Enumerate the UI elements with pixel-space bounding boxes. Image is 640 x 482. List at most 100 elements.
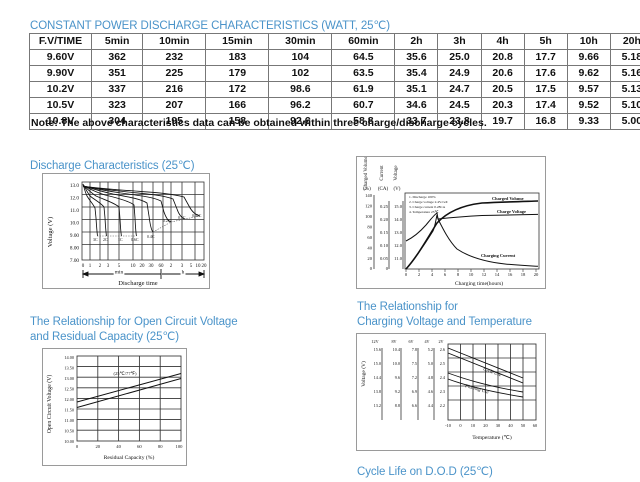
table-cell: 24.7	[437, 81, 482, 98]
svg-text:2.5: 2.5	[440, 361, 445, 366]
svg-text:min: min	[115, 270, 124, 276]
svg-text:15.0: 15.0	[374, 361, 381, 366]
svg-text:40: 40	[116, 444, 121, 449]
svg-text:13.50: 13.50	[64, 366, 74, 371]
svg-text:10.0: 10.0	[70, 221, 79, 227]
table-cell: 102	[268, 65, 333, 82]
table-header-cell: 60min	[331, 33, 396, 50]
svg-text:2.2: 2.2	[440, 403, 445, 408]
svg-text:2V: 2V	[438, 339, 443, 344]
table-header-cell: 20h	[609, 33, 640, 50]
table-note: Note: The above characteristics data can…	[31, 117, 487, 129]
svg-text:11.0: 11.0	[70, 208, 79, 214]
svg-text:20: 20	[367, 256, 372, 261]
table-cell: 225	[142, 65, 207, 82]
table-cell: 17.7	[523, 49, 568, 66]
table-cell: 20.5	[480, 81, 525, 98]
svg-text:2. Charge voltage 2.4V/cell: 2. Charge voltage 2.4V/cell	[409, 200, 448, 204]
svg-text:30: 30	[149, 264, 155, 269]
svg-text:(%): (%)	[363, 187, 371, 192]
svg-text:5: 5	[190, 264, 193, 269]
svg-text:6: 6	[444, 272, 447, 277]
section-title-ocv: The Relationship for Open Circuit Voltag…	[30, 315, 238, 345]
svg-text:12.0: 12.0	[70, 196, 79, 202]
svg-text:50: 50	[521, 423, 526, 428]
svg-text:0.20: 0.20	[380, 217, 389, 222]
svg-text:10.50: 10.50	[64, 429, 74, 434]
table-header-cell: 2h	[394, 33, 439, 50]
table-cell: 195	[142, 113, 207, 130]
table-cell: 207	[142, 97, 207, 114]
svg-text:0: 0	[386, 266, 389, 271]
svg-text:12V: 12V	[371, 339, 378, 344]
table-row: 9.60V 362 232 183 104 64.5 35.6 25.0 20.…	[29, 49, 640, 66]
svg-text:20: 20	[202, 264, 208, 269]
table-cell: 9.90V	[29, 65, 92, 82]
svg-text:13.0: 13.0	[394, 230, 403, 235]
svg-text:6.6: 6.6	[412, 403, 417, 408]
table-cell: 63.5	[331, 65, 396, 82]
svg-text:2: 2	[418, 272, 421, 277]
svg-text:60: 60	[137, 444, 142, 449]
svg-text:7.00: 7.00	[70, 258, 79, 264]
ocv-chart-panel: Open Circuit Voltage (V) 14.00 13.50 13.0…	[42, 348, 187, 466]
svg-text:40: 40	[508, 423, 513, 428]
table-cell: 35.4	[394, 65, 439, 82]
svg-text:11.00: 11.00	[64, 418, 74, 423]
svg-text:Charging time(hours): Charging time(hours)	[455, 280, 503, 287]
svg-text:11.0: 11.0	[394, 256, 403, 261]
svg-text:0: 0	[405, 272, 408, 277]
table-cell: 19.7	[480, 113, 525, 130]
table-cell: 20.8	[480, 49, 525, 66]
svg-text:0: 0	[82, 264, 85, 269]
svg-text:9.00: 9.00	[70, 233, 79, 239]
section-title-charge-temp: The Relationship for Charging Voltage an…	[357, 300, 532, 330]
svg-text:0.6C: 0.6C	[131, 238, 139, 242]
table-cell: 16.8	[523, 113, 568, 130]
svg-text:4V: 4V	[424, 339, 429, 344]
svg-text:1: 1	[89, 264, 92, 269]
svg-text:20: 20	[534, 272, 539, 277]
svg-text:13.2: 13.2	[374, 403, 381, 408]
svg-text:3. Charge current 0.28CA: 3. Charge current 0.28CA	[409, 205, 446, 209]
table-cell: 172	[205, 81, 270, 98]
svg-text:10: 10	[131, 264, 137, 269]
svg-text:0.1C: 0.1C	[178, 216, 186, 220]
discharge-chart-panel: Voltage (V) 13.0 12.0 11.0 10.0 9.00 8.00 7…	[42, 173, 210, 289]
svg-text:Voltage: Voltage	[394, 165, 399, 181]
svg-text:120: 120	[365, 204, 373, 209]
svg-text:20: 20	[140, 264, 146, 269]
table-row: 10.8V 304 195 158 92.6 58.8 33.7 23.8 19…	[29, 113, 640, 130]
table-cell: 10.8V	[29, 113, 92, 130]
svg-text:0.15: 0.15	[380, 230, 389, 235]
svg-text:10.00: 10.00	[64, 439, 74, 444]
table-cell: 17.5	[523, 81, 568, 98]
section-title-cycle-life: Cycle Life on D.O.D (25℃)	[357, 466, 493, 478]
svg-text:2.6: 2.6	[440, 347, 445, 352]
table-cell: 9.57	[566, 81, 611, 98]
page-title: CONSTANT POWER DISCHARGE CHARACTERISTICS…	[30, 20, 390, 32]
table-cell: 17.6	[523, 65, 568, 82]
table-cell: 92.6	[268, 113, 333, 130]
table-cell: 9.66	[566, 49, 611, 66]
table-cell: 304	[90, 113, 144, 130]
svg-text:3: 3	[181, 264, 184, 269]
svg-text:8V: 8V	[391, 339, 396, 344]
section-title-charge-temp-line1: The Relationship for	[357, 301, 458, 313]
svg-text:12.00: 12.00	[64, 397, 74, 402]
table-row: 10.2V 337 216 172 98.6 61.9 35.1 24.7 20…	[29, 81, 640, 98]
svg-text:14.4: 14.4	[374, 375, 382, 380]
table-cell: 5.18	[609, 49, 640, 66]
table-cell: 98.6	[268, 81, 333, 98]
table-cell: 24.5	[437, 97, 482, 114]
svg-text:15.0: 15.0	[394, 204, 403, 209]
svg-text:5.2: 5.2	[428, 347, 433, 352]
svg-text:0.05C: 0.05C	[192, 214, 202, 218]
svg-text:1C: 1C	[118, 238, 123, 242]
svg-text:0.25: 0.25	[380, 204, 389, 209]
svg-text:14.0: 14.0	[394, 217, 403, 222]
svg-text:8: 8	[457, 272, 460, 277]
table-cell: 362	[90, 49, 144, 66]
svg-text:16: 16	[508, 272, 513, 277]
svg-text:3: 3	[107, 264, 110, 269]
